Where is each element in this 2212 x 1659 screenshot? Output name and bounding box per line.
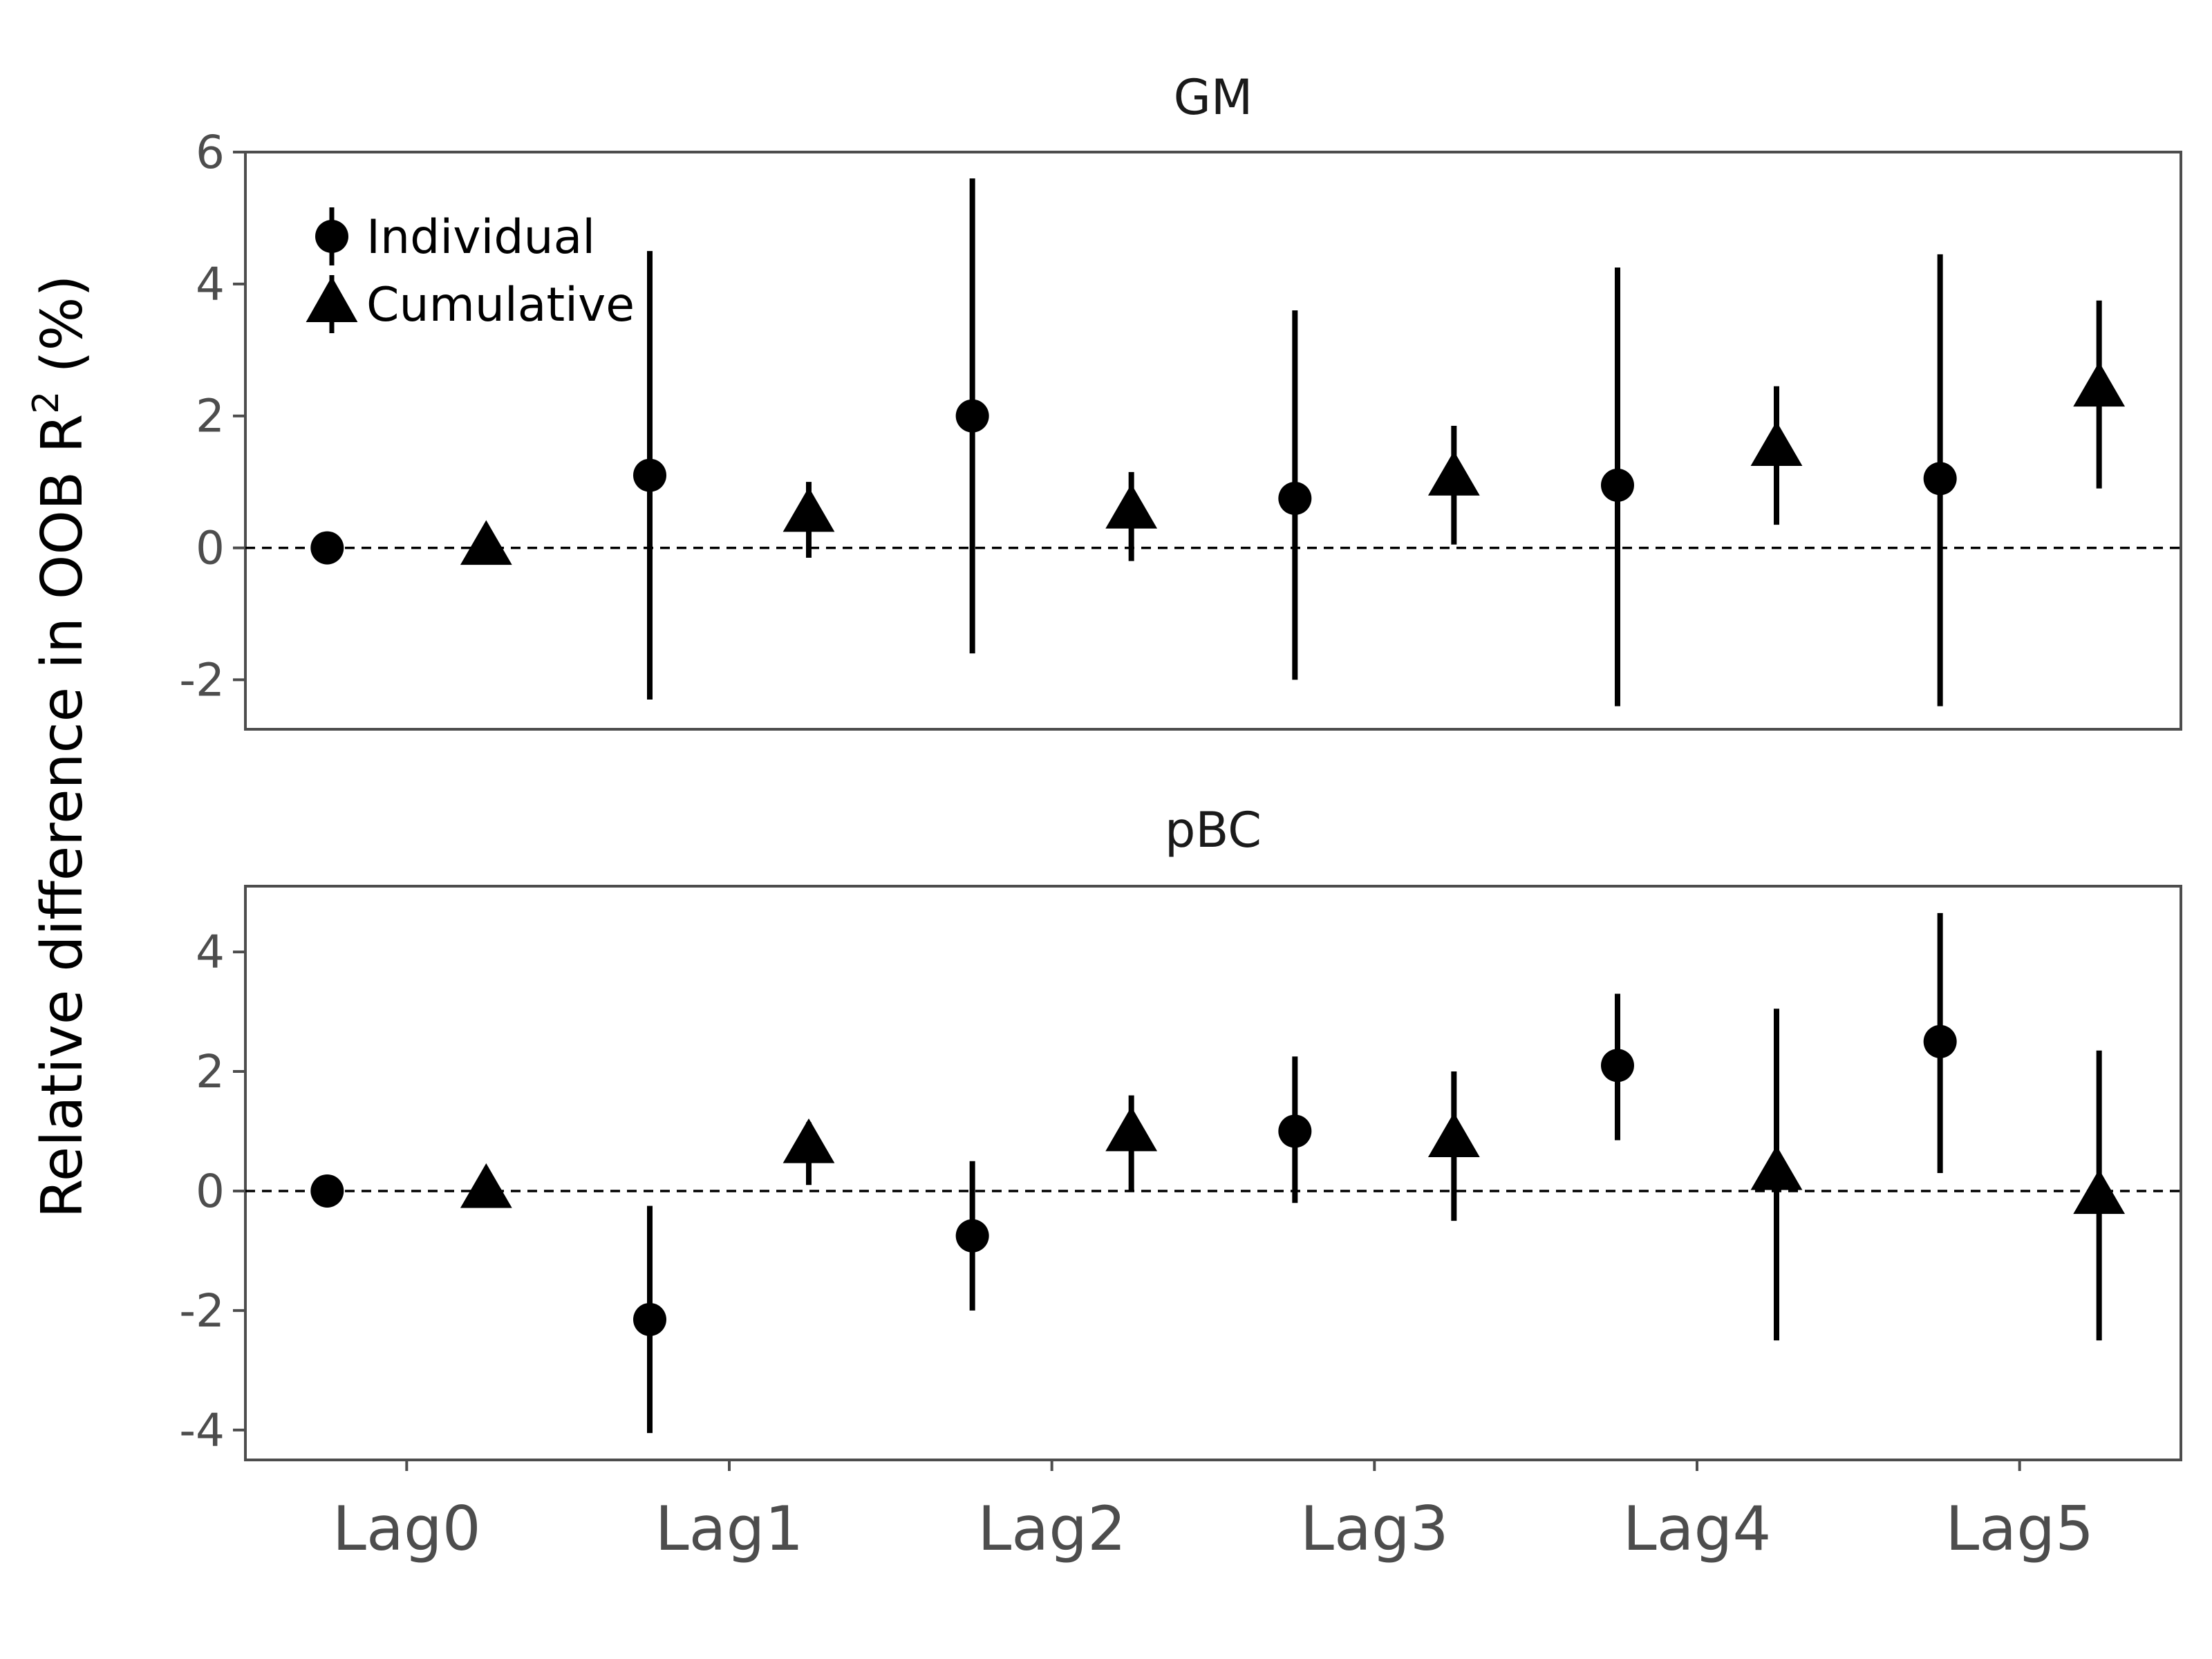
point-marker-triangle — [1427, 1112, 1480, 1157]
y-tick-label: -4 — [179, 1404, 225, 1457]
point-marker-triangle — [1750, 421, 1803, 466]
x-tick-label: Lag3 — [1300, 1493, 1449, 1564]
point-marker-triangle — [460, 1163, 512, 1208]
legend-entry-cumulative: Cumulative — [306, 275, 635, 333]
y-axis-title: Relative difference in OOB R2 (%) — [26, 275, 95, 1219]
y-tick-label: 0 — [196, 522, 225, 575]
point-marker-triangle — [1105, 1106, 1158, 1152]
legend-label: Cumulative — [366, 278, 635, 332]
panel-border — [244, 151, 2182, 731]
y-tick-label: 2 — [196, 390, 225, 443]
x-tick-label: Lag0 — [332, 1493, 481, 1564]
y-axis-title-superscript: 2 — [26, 391, 67, 414]
panel-border — [244, 885, 2182, 1461]
x-tick-label: Lag4 — [1623, 1493, 1772, 1564]
legend: Individual Cumulative — [306, 207, 635, 333]
legend-label: Individual — [366, 210, 595, 265]
y-tick-label: 6 — [196, 126, 225, 179]
legend-key-circle — [315, 220, 348, 253]
series-cumulative — [460, 1009, 2126, 1341]
point-marker-circle — [310, 531, 344, 565]
y-axis-title-suffix: (%) — [30, 275, 95, 391]
point-marker-triangle — [782, 487, 835, 532]
point-marker-triangle — [782, 1118, 835, 1163]
panel-title-gm: GM — [1174, 69, 1253, 126]
panels-group: GM 6 4 2 0 -2 pBC 4 2 0 -2 -4 — [179, 69, 2182, 1461]
point-marker-triangle — [1427, 451, 1480, 496]
point-marker-triangle — [1750, 1145, 1803, 1190]
panel-pbc: pBC 4 2 0 -2 -4 — [179, 802, 2182, 1461]
x-axis: Lag0 Lag1 Lag2 Lag3 Lag4 Lag5 — [332, 1460, 2094, 1564]
point-marker-circle — [1278, 1114, 1312, 1148]
x-tick-label: Lag2 — [977, 1493, 1126, 1564]
point-marker-circle — [310, 1174, 344, 1208]
y-tick-label: -2 — [179, 1284, 225, 1338]
legend-key-triangle — [306, 276, 358, 322]
y-tick-label: 4 — [196, 926, 225, 979]
point-marker-circle — [1601, 468, 1634, 502]
y-axis-title-main: Relative difference in OOB R — [30, 414, 95, 1219]
panel-title-pbc: pBC — [1165, 802, 1262, 859]
series-individual — [310, 912, 1957, 1434]
point-marker-triangle — [1105, 484, 1158, 529]
y-tick-label: 2 — [196, 1045, 225, 1098]
point-marker-circle — [633, 1302, 666, 1336]
panel-gm: GM 6 4 2 0 -2 — [179, 69, 2182, 731]
series-individual — [310, 178, 1957, 706]
point-marker-triangle — [460, 520, 512, 565]
series-cumulative — [460, 300, 2126, 565]
y-tick-label: 4 — [196, 258, 225, 311]
point-marker-triangle — [2073, 1169, 2126, 1215]
point-marker-circle — [1278, 482, 1312, 515]
legend-entry-individual: Individual — [315, 207, 595, 265]
point-marker-circle — [1923, 462, 1957, 496]
point-marker-triangle — [2073, 362, 2126, 407]
point-marker-circle — [633, 458, 666, 492]
x-tick-label: Lag1 — [655, 1493, 804, 1564]
point-marker-circle — [955, 1219, 989, 1253]
y-tick-label: -2 — [179, 653, 225, 706]
point-marker-circle — [1601, 1049, 1634, 1082]
x-tick-label: Lag5 — [1945, 1493, 2094, 1564]
point-marker-circle — [1923, 1024, 1957, 1058]
y-tick-label: 0 — [196, 1165, 225, 1218]
point-marker-circle — [955, 399, 989, 433]
